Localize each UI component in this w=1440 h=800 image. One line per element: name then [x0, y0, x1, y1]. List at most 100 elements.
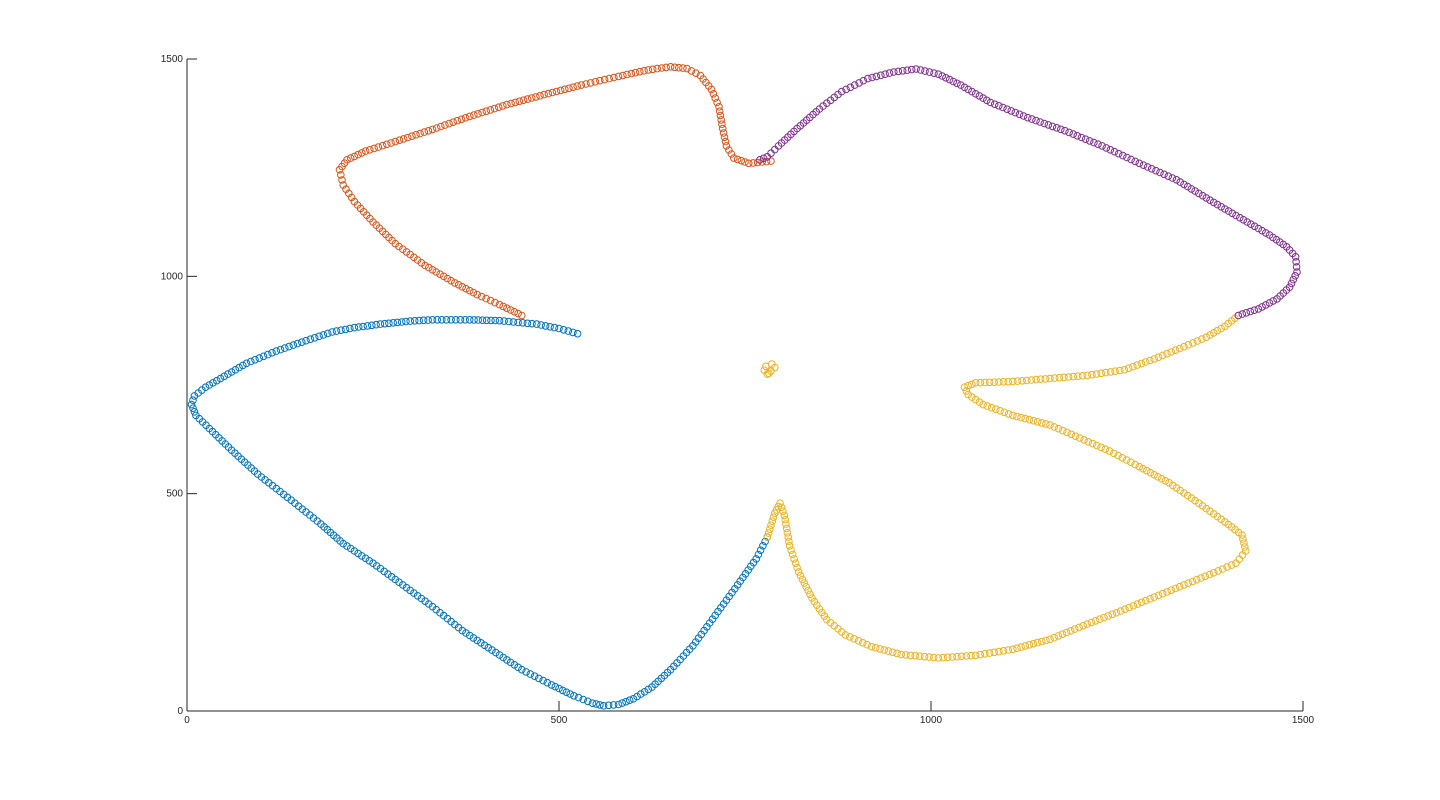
data-point	[1205, 570, 1214, 579]
data-point	[461, 114, 470, 122]
data-point	[424, 127, 433, 135]
data-point	[1023, 113, 1032, 122]
data-point	[187, 400, 196, 409]
data-point	[1075, 623, 1083, 632]
data-point	[1092, 370, 1101, 378]
data-point	[555, 684, 563, 693]
data-point	[447, 276, 455, 285]
data-point	[1168, 174, 1177, 182]
data-point	[1018, 377, 1026, 385]
data-point	[1241, 547, 1250, 555]
data-point	[573, 82, 582, 90]
data-point	[276, 345, 285, 354]
data-point	[465, 112, 474, 121]
data-point	[1180, 180, 1188, 189]
data-point	[934, 654, 943, 662]
tick-labels: 0 500 1000 1500 0 500 1000 1500	[161, 54, 1315, 726]
data-point	[582, 80, 590, 88]
data-point	[1129, 362, 1137, 371]
data-point	[546, 323, 554, 331]
data-point	[1293, 268, 1301, 276]
data-point	[1197, 574, 1205, 582]
data-point	[1076, 434, 1084, 442]
data-point	[372, 320, 380, 329]
data-point	[1146, 595, 1154, 603]
data-point	[1104, 612, 1112, 620]
data-point	[957, 652, 966, 661]
data-point	[588, 699, 597, 708]
data-point	[190, 408, 199, 416]
data-point	[981, 650, 989, 658]
data-point	[1228, 209, 1237, 218]
data-point	[500, 317, 508, 325]
data-point	[600, 75, 609, 84]
data-point	[1097, 369, 1105, 378]
data-point	[995, 102, 1003, 110]
data-point	[893, 649, 901, 658]
data-point	[416, 129, 424, 138]
data-point	[719, 129, 728, 137]
data-point	[499, 653, 508, 662]
data-point	[495, 316, 504, 325]
data-point	[436, 270, 444, 279]
data-point	[1122, 456, 1131, 464]
data-point	[537, 321, 545, 329]
data-point	[916, 652, 924, 661]
data-point	[867, 642, 876, 651]
x-tick-label: 0	[184, 715, 190, 726]
data-point	[456, 316, 465, 324]
data-point	[610, 73, 618, 82]
data-point	[708, 615, 717, 624]
data-point	[1013, 644, 1021, 653]
data-point	[1165, 479, 1173, 487]
data-point	[1175, 582, 1184, 591]
data-point	[1150, 593, 1158, 601]
data-point	[925, 68, 934, 76]
data-point	[1055, 373, 1064, 382]
data-point	[730, 154, 738, 162]
data-point	[713, 98, 721, 107]
data-point	[1202, 194, 1211, 202]
data-point	[1254, 305, 1263, 313]
data-point	[752, 555, 761, 563]
data-point	[1081, 135, 1090, 143]
data-point	[543, 678, 552, 687]
data-point	[983, 96, 991, 105]
data-point	[530, 672, 539, 681]
data-point	[438, 316, 446, 324]
data-point	[1102, 144, 1111, 152]
data-point	[205, 381, 214, 389]
data-point	[1042, 420, 1050, 428]
data-point	[523, 95, 532, 103]
data-point	[768, 517, 777, 526]
data-point	[509, 318, 518, 326]
data-point	[1171, 584, 1180, 593]
data-point	[374, 143, 383, 151]
data-point	[1029, 639, 1038, 648]
data-point	[339, 539, 348, 548]
data-point	[863, 640, 871, 649]
data-point	[964, 85, 973, 94]
data-point	[718, 124, 727, 133]
data-point	[1059, 426, 1067, 435]
data-point	[389, 319, 398, 327]
data-point	[1025, 415, 1034, 424]
data-point	[631, 68, 640, 77]
data-point	[720, 133, 729, 141]
data-point	[1285, 283, 1294, 292]
data-point	[1065, 128, 1073, 137]
data-point	[1147, 165, 1156, 173]
data-point	[1036, 375, 1045, 384]
data-point	[454, 281, 463, 289]
data-point	[1108, 610, 1117, 619]
data-point	[503, 100, 511, 109]
data-point	[670, 63, 679, 72]
data-point	[767, 521, 775, 530]
data-point	[1067, 430, 1076, 439]
data-point	[976, 378, 985, 387]
data-point	[1088, 370, 1096, 379]
data-point	[451, 279, 459, 287]
data-point	[1123, 153, 1131, 162]
data-point	[293, 339, 302, 348]
data-point	[399, 245, 407, 253]
